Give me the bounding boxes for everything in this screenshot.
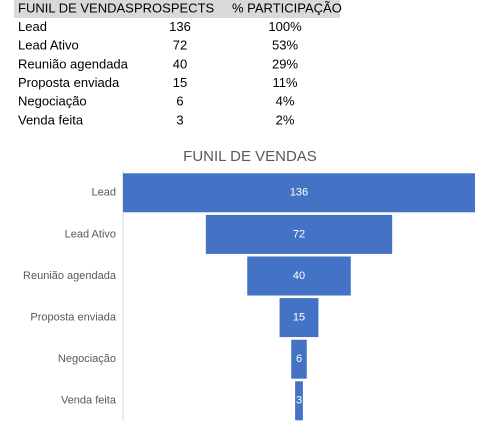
table-cell: 72 bbox=[173, 38, 187, 53]
value-label: 40 bbox=[293, 270, 305, 282]
table-cell: Lead Ativo bbox=[18, 38, 79, 53]
category-label: Proposta enviada bbox=[30, 312, 116, 324]
table-cell: 136 bbox=[169, 19, 191, 34]
funnel-bar bbox=[205, 214, 393, 254]
table-cell: Lead bbox=[18, 19, 47, 34]
category-label: Reunião agendada bbox=[23, 270, 117, 282]
value-label: 136 bbox=[290, 187, 308, 199]
table-cell: 6 bbox=[176, 94, 183, 109]
table-cell: 11% bbox=[272, 75, 297, 90]
funnel-bar bbox=[295, 381, 303, 421]
value-label: 72 bbox=[293, 228, 305, 240]
table-cell: 53% bbox=[272, 38, 298, 53]
table-header-cell: PROSPECTS bbox=[134, 0, 215, 15]
table-cell: 4% bbox=[276, 94, 295, 109]
funnel-bar bbox=[247, 256, 351, 296]
table-cell: 2% bbox=[276, 112, 295, 127]
table-cell: 29% bbox=[272, 56, 298, 71]
table-cell: Negociação bbox=[18, 94, 87, 109]
category-label: Venda feita bbox=[61, 395, 117, 407]
table-header-cell: % PARTICIPAÇÃO bbox=[232, 0, 342, 15]
category-label: Lead bbox=[92, 187, 116, 199]
category-label: Negociação bbox=[58, 353, 116, 365]
table-cell: 100% bbox=[268, 19, 302, 34]
value-label: 15 bbox=[293, 312, 305, 324]
table-cell: Venda feita bbox=[18, 112, 84, 127]
category-label: Lead Ativo bbox=[65, 228, 116, 240]
value-label: 3 bbox=[296, 395, 302, 407]
chart-title: FUNIL DE VENDAS bbox=[183, 148, 317, 165]
value-label: 6 bbox=[296, 353, 302, 365]
table-cell: 15 bbox=[173, 75, 187, 90]
funnel-bar bbox=[279, 298, 319, 338]
table-header-bg bbox=[14, 0, 340, 18]
funnel-bar bbox=[123, 173, 475, 213]
table-cell: Reunião agendada bbox=[18, 56, 129, 71]
table-cell: 40 bbox=[173, 56, 187, 71]
table-header-cell: FUNIL DE VENDAS bbox=[18, 0, 134, 15]
table-cell: Proposta enviada bbox=[18, 75, 120, 90]
table-cell: 3 bbox=[176, 112, 183, 127]
funnel-bar bbox=[291, 339, 307, 379]
